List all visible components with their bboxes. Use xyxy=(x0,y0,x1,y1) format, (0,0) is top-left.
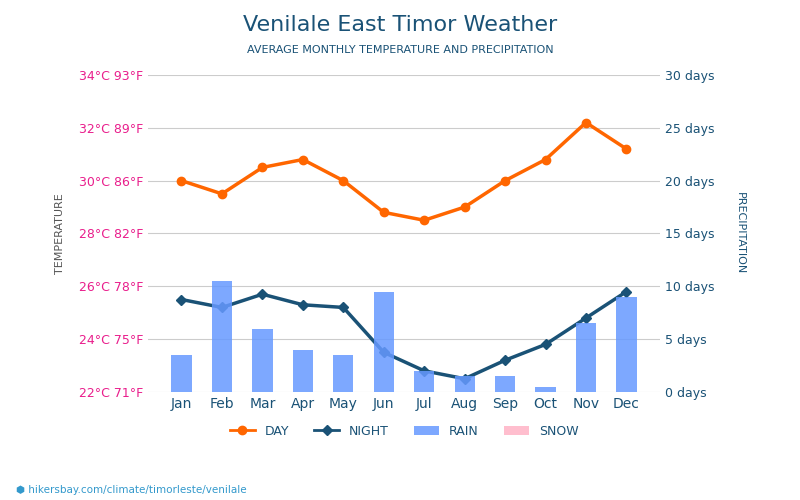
Bar xyxy=(212,281,232,392)
Legend: DAY, NIGHT, RAIN, SNOW: DAY, NIGHT, RAIN, SNOW xyxy=(225,420,583,443)
Bar xyxy=(333,355,354,392)
Bar xyxy=(414,371,434,392)
Text: Venilale East Timor Weather: Venilale East Timor Weather xyxy=(243,15,557,35)
Bar xyxy=(454,376,474,392)
Y-axis label: PRECIPITATION: PRECIPITATION xyxy=(735,192,745,274)
Bar xyxy=(252,328,273,392)
Bar xyxy=(495,376,515,392)
Bar xyxy=(535,386,556,392)
Text: ⬢ hikersbay.com/climate/timorleste/venilale: ⬢ hikersbay.com/climate/timorleste/venil… xyxy=(16,485,246,495)
Y-axis label: TEMPERATURE: TEMPERATURE xyxy=(55,193,65,274)
Bar xyxy=(374,292,394,392)
Bar xyxy=(171,355,192,392)
Bar xyxy=(293,350,313,392)
Bar xyxy=(576,324,596,392)
Bar xyxy=(616,297,637,392)
Text: AVERAGE MONTHLY TEMPERATURE AND PRECIPITATION: AVERAGE MONTHLY TEMPERATURE AND PRECIPIT… xyxy=(246,45,554,55)
